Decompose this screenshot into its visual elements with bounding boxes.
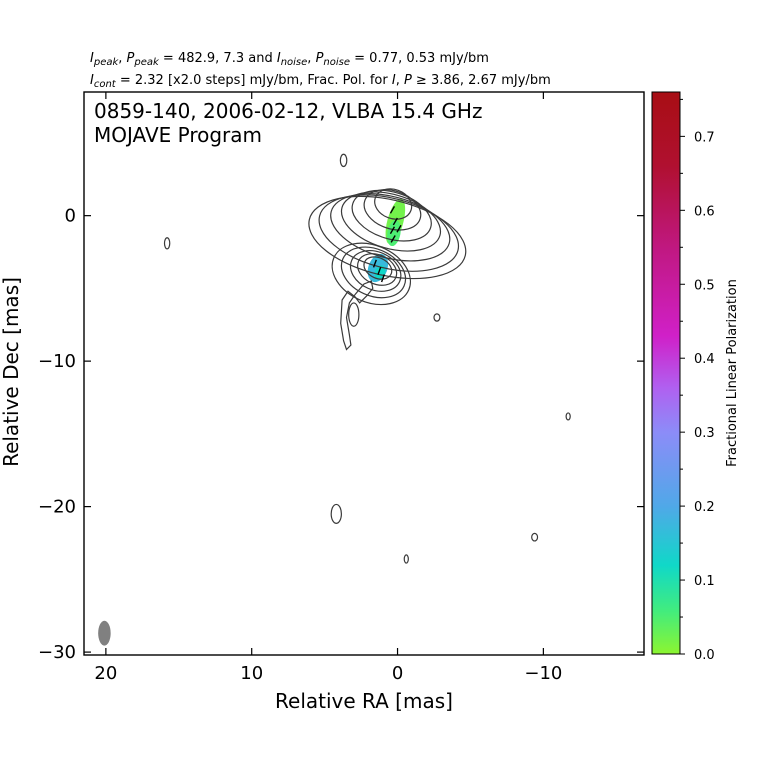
y-tick-label: −10: [38, 351, 76, 372]
x-tick-label: −10: [524, 663, 562, 684]
noise-contour: [565, 412, 571, 421]
evpa-tick: [389, 226, 396, 235]
evpa-tick: [380, 274, 385, 283]
evpa-layer: [372, 206, 402, 283]
header-line-1: Ipeak, Ppeak = 482.9, 7.3 and Inoise, Pn…: [90, 51, 489, 68]
knot-contour: [357, 253, 398, 286]
core-contour: [308, 195, 467, 280]
knot-contour: [331, 242, 411, 306]
plot-area: [98, 153, 571, 646]
beam-ellipse: [98, 620, 111, 646]
evpa-tick: [389, 206, 396, 214]
core-contour: [330, 193, 451, 262]
y-tick-label: −20: [38, 497, 76, 518]
colorbar-tick-label: 0.7: [694, 130, 715, 145]
polarization-patch: [374, 265, 386, 280]
noise-contour: [433, 313, 441, 322]
jet-lobe-contour: [340, 280, 374, 351]
evpa-tick: [396, 224, 402, 233]
noise-contour: [163, 237, 171, 250]
colorbar-tick-label: 0.6: [694, 204, 715, 219]
y-axis-label: Relative Dec [mas]: [0, 277, 23, 467]
knot-contour: [349, 250, 402, 292]
colorbar-tick-label: 0.4: [694, 352, 715, 367]
noise-contour: [531, 532, 539, 542]
evpa-tick: [390, 235, 396, 243]
contour-layer: [163, 153, 571, 564]
x-axis-label: Relative RA [mas]: [275, 689, 453, 713]
evpa-tick: [377, 266, 382, 275]
evpa-tick: [372, 259, 377, 268]
knot-contour: [340, 246, 407, 299]
plot-title-line-1: 0859-140, 2006-02-12, VLBA 15.4 GHz: [94, 99, 482, 123]
colorbar-label: Fractional Linear Polarization: [725, 279, 740, 467]
header-line-2: Icont = 2.32 [x2.0 steps] mJy/bm, Frac. …: [90, 73, 551, 90]
colorbar-tick-label: 0.5: [694, 278, 715, 293]
x-tick-label: 0: [392, 663, 403, 684]
beam-layer: [98, 620, 111, 646]
x-tick-label: 20: [94, 663, 117, 684]
axis-ticks: 20 10 0 −10 0 −10 −20 −30: [38, 92, 644, 684]
colorbar: [651, 91, 681, 655]
plot-frame: [83, 91, 645, 656]
y-tick-label: 0: [65, 206, 76, 227]
x-tick-label: 10: [240, 663, 263, 684]
colorbar-tick-label: 0.3: [694, 426, 715, 441]
noise-contour: [403, 554, 409, 564]
core-contour: [351, 189, 432, 242]
colorbar-ticks: 0.0 0.1 0.2 0.3 0.4 0.5 0.6 0.7: [680, 98, 715, 663]
y-tick-label: −30: [38, 642, 76, 663]
plot-title-line-2: MOJAVE Program: [94, 123, 262, 147]
evpa-tick: [392, 217, 398, 226]
core-contour: [363, 189, 422, 231]
noise-contour: [339, 153, 348, 168]
core-contour: [340, 191, 442, 252]
colorbar-tick-label: 0.1: [694, 574, 715, 589]
noise-contour: [330, 503, 342, 524]
knot-contour: [363, 256, 393, 280]
jet-lobe-inner-contour: [348, 302, 360, 327]
colorbar-tick-label: 0.0: [694, 648, 715, 663]
colorbar-tick-label: 0.2: [694, 500, 715, 515]
